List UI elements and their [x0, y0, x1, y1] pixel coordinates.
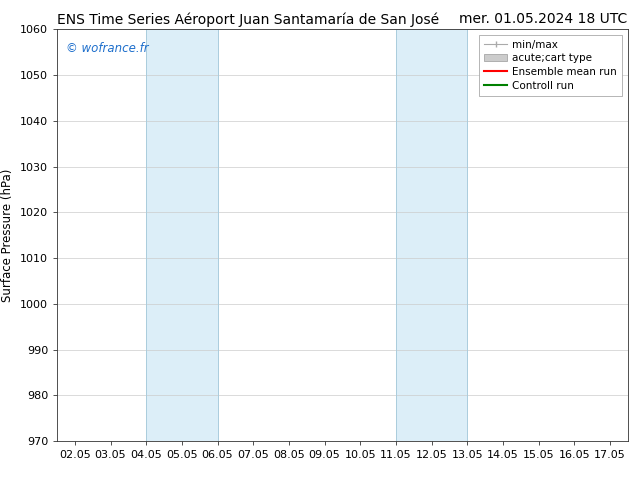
- Legend: min/max, acute;cart type, Ensemble mean run, Controll run: min/max, acute;cart type, Ensemble mean …: [479, 35, 623, 96]
- Text: © wofrance.fr: © wofrance.fr: [66, 42, 148, 55]
- Bar: [396, 29, 467, 441]
- Text: ENS Time Series Aéroport Juan Santamaría de San José: ENS Time Series Aéroport Juan Santamaría…: [57, 12, 439, 27]
- Text: mer. 01.05.2024 18 UTC: mer. 01.05.2024 18 UTC: [460, 12, 628, 26]
- Y-axis label: Surface Pressure (hPa): Surface Pressure (hPa): [1, 169, 15, 302]
- Bar: [146, 29, 217, 441]
